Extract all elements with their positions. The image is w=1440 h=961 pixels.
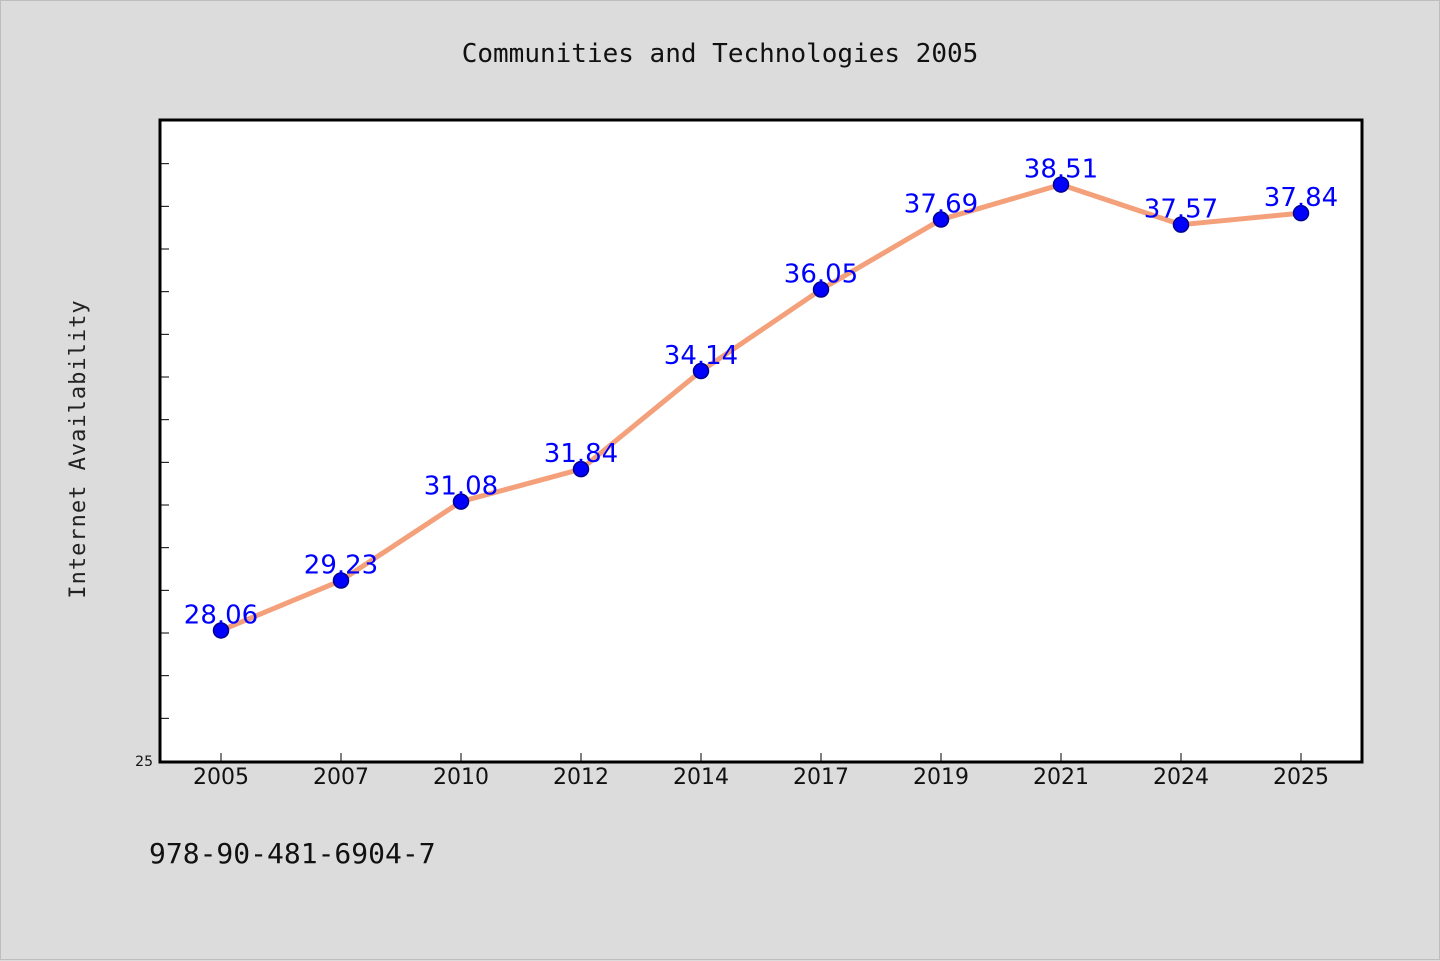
data-point bbox=[692, 362, 710, 380]
data-point bbox=[932, 211, 950, 228]
data-label: 31.08 bbox=[424, 472, 498, 502]
x-tick-label: 2007 bbox=[313, 765, 369, 790]
data-point bbox=[1172, 216, 1190, 233]
data-label: 37.69 bbox=[904, 190, 978, 220]
x-tick-label: 2017 bbox=[793, 765, 849, 790]
data-point bbox=[452, 493, 470, 510]
data-label: 38.51 bbox=[1024, 155, 1098, 185]
y-axis-ticks: 25 bbox=[135, 163, 169, 770]
data-label: 28.06 bbox=[184, 600, 258, 630]
data-label: 31.84 bbox=[544, 439, 618, 469]
data-label: 34.14 bbox=[664, 341, 738, 371]
data-label: 37.84 bbox=[1264, 183, 1338, 213]
x-tick-label: 2005 bbox=[193, 765, 249, 790]
data-point bbox=[572, 460, 590, 478]
data-point bbox=[812, 281, 830, 298]
data-point bbox=[212, 622, 230, 639]
data-label: 29.23 bbox=[304, 551, 378, 581]
x-axis-ticks: 2005 2007 2010 2012 2014 2017 2019 2021 2024 2025 bbox=[193, 753, 1329, 790]
data-point bbox=[1292, 204, 1310, 222]
x-tick-label: 2010 bbox=[433, 765, 489, 790]
series-group bbox=[212, 176, 1310, 639]
data-label: 37.57 bbox=[1144, 195, 1218, 225]
y-axis-label: Internet Availability bbox=[66, 299, 91, 598]
x-tick-label: 2025 bbox=[1273, 765, 1329, 790]
x-tick-label: 2014 bbox=[673, 765, 729, 790]
y-tick-label: 25 bbox=[135, 754, 153, 770]
chart-title: Communities and Technologies 2005 bbox=[462, 39, 979, 69]
isbn-footer: 978-90-481-6904-7 bbox=[149, 837, 436, 870]
data-labels: 28.06 29.23 31.08 31.84 34.14 36.05 37.69 38.51… bbox=[184, 155, 1338, 631]
x-tick-label: 2012 bbox=[553, 765, 609, 790]
x-tick-label: 2021 bbox=[1033, 765, 1089, 790]
x-tick-label: 2024 bbox=[1153, 765, 1209, 790]
data-point bbox=[332, 572, 350, 589]
data-point bbox=[1052, 176, 1070, 193]
plot-area bbox=[158, 118, 1364, 764]
series-line bbox=[220, 182, 1302, 633]
data-label: 36.05 bbox=[784, 260, 858, 290]
x-tick-label: 2019 bbox=[913, 765, 969, 790]
